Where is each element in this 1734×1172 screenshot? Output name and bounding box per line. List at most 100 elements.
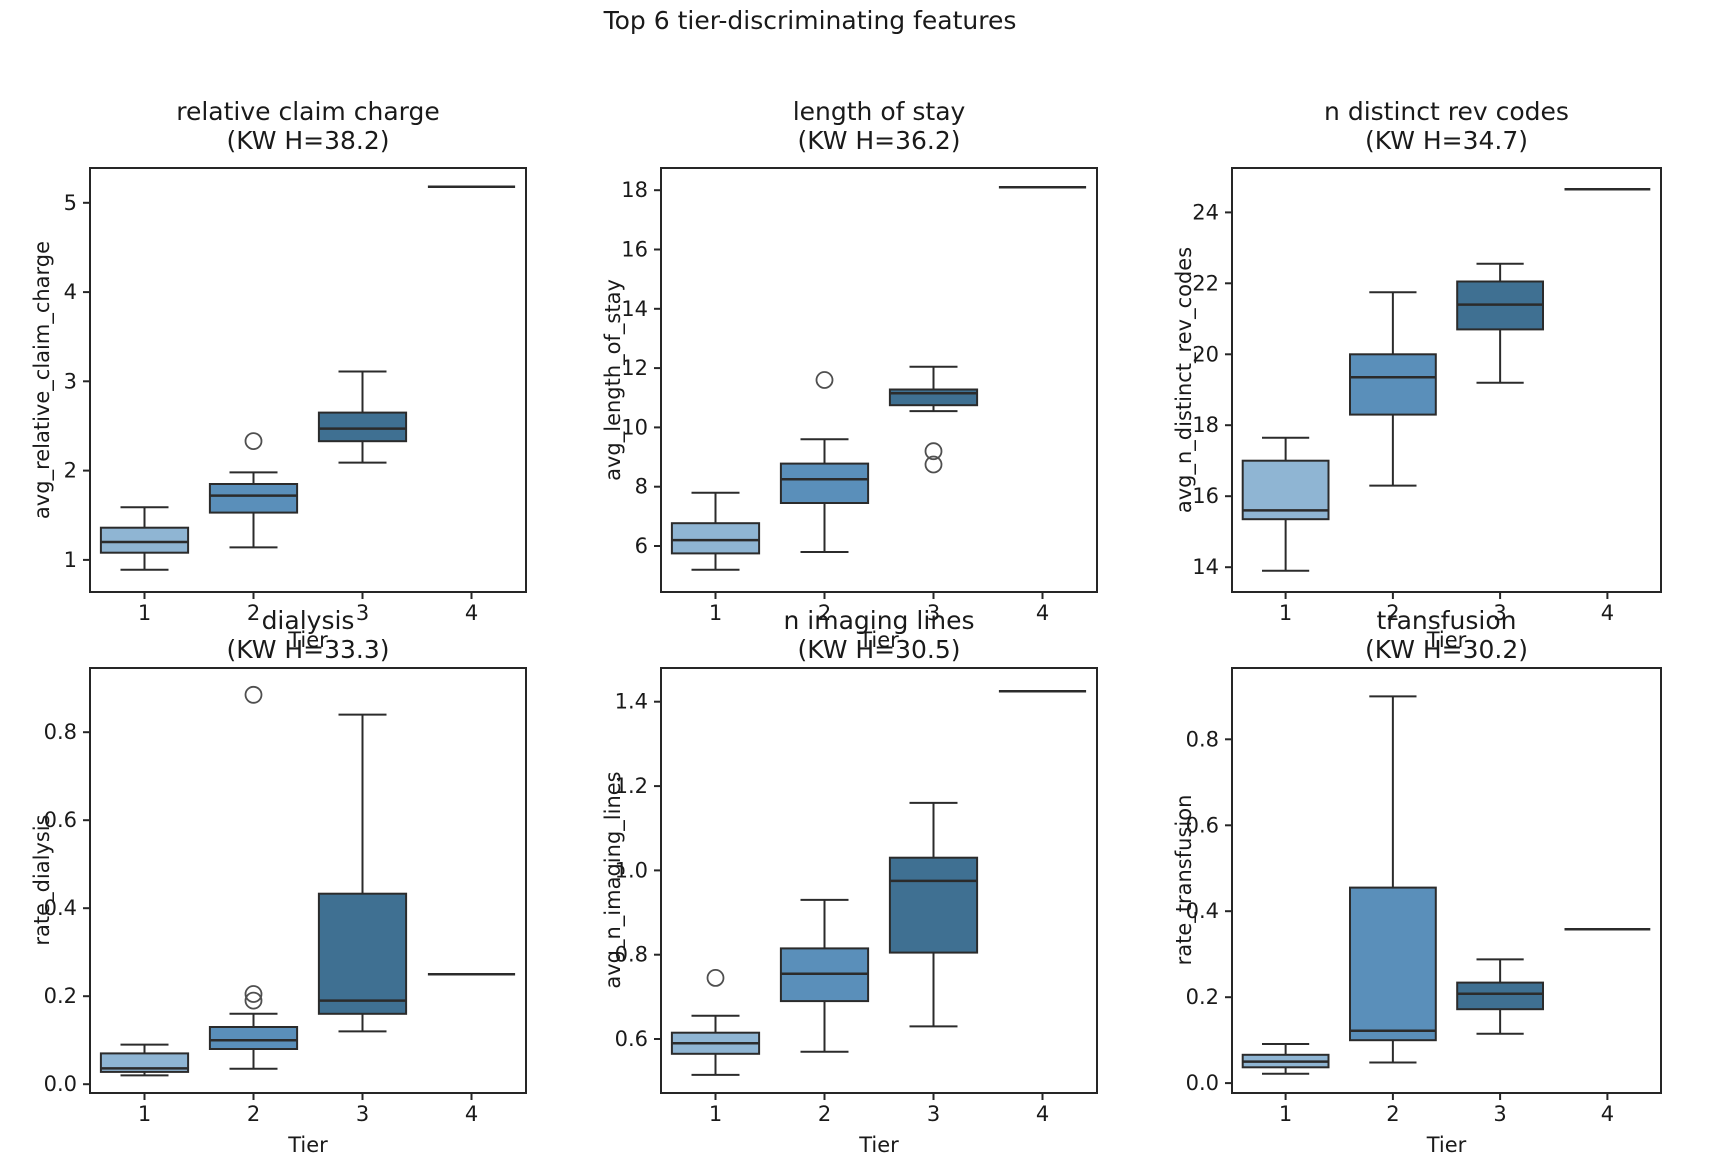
x-axis-label: Tier [1426, 628, 1467, 652]
box [888, 388, 979, 407]
box [1349, 886, 1437, 1042]
x-tick-label: 1 [1279, 1102, 1292, 1126]
x-tick-label: 1 [709, 601, 722, 625]
figure-title: Top 6 tier-discriminating features [603, 6, 1017, 35]
subplot-title-block: transfusion (KW H=30.2) [1232, 606, 1661, 664]
x-tick-label: 2 [818, 601, 831, 625]
x-tick-label: 4 [1036, 601, 1049, 625]
y-tick-label: 14 [621, 297, 648, 321]
y-tick-label: 0.6 [44, 808, 77, 832]
y-tick-label: 6 [635, 534, 648, 558]
subplot-subtitle: (KW H=33.3) [226, 635, 390, 664]
outlier-point [244, 685, 263, 704]
subplot-title: n imaging lines [783, 606, 975, 635]
box [779, 462, 870, 505]
axes-frame [660, 167, 1098, 593]
y-axis-label: rate_dialysis [30, 814, 54, 946]
box [888, 856, 979, 954]
outlier-point [244, 985, 263, 1003]
y-tick-label: 0.8 [44, 720, 77, 744]
y-tick-label: 2 [64, 459, 77, 483]
x-tick-label: 2 [1386, 1102, 1399, 1126]
y-tick-label: 0.6 [615, 1027, 648, 1051]
box [208, 1026, 299, 1050]
box [670, 522, 761, 555]
axes-n-imaging-lines: 0.6 0.8 1.0 1.2 1.4 1 2 3 4 [615, 667, 1098, 1126]
y-tick-label: 18 [1192, 413, 1219, 437]
outlier-point [924, 442, 943, 461]
subplot-title-block: n distinct rev codes (KW H=34.7) [1232, 97, 1661, 155]
box [1456, 981, 1544, 1011]
y-tick-label: 0.4 [44, 896, 77, 920]
outlier-point [244, 432, 263, 451]
subplot-subtitle: (KW H=38.2) [226, 126, 390, 155]
subplot-subtitle: (KW H=34.7) [1364, 126, 1529, 155]
y-tick-label: 1.2 [615, 774, 648, 798]
axes-frame [89, 167, 527, 593]
x-tick-label: 4 [465, 601, 478, 625]
y-tick-label: 20 [1192, 342, 1219, 366]
subplot-title: relative claim charge [176, 97, 440, 126]
x-tick-label: 1 [138, 1102, 151, 1126]
axes-frame [1231, 667, 1662, 1094]
subplot-title-block: relative claim charge (KW H=38.2) [90, 97, 526, 155]
axes-n-distinct-rev-codes: 14 16 18 20 22 24 1 2 3 4 [1192, 167, 1662, 625]
y-tick-label: 5 [64, 191, 77, 215]
subplot-title-block: n imaging lines (KW H=30.5) [661, 606, 1097, 664]
subplot-subtitle: (KW H=30.5) [797, 635, 961, 664]
box [208, 483, 299, 514]
x-tick-label: 3 [356, 1102, 369, 1126]
subplot-title-block: length of stay (KW H=36.2) [661, 97, 1097, 155]
x-axis-label: Tier [288, 628, 328, 652]
y-tick-label: 12 [621, 356, 648, 380]
x-tick-label: 3 [1493, 601, 1506, 625]
subplot-title: length of stay [792, 97, 966, 126]
x-tick-label: 4 [1601, 1102, 1614, 1126]
x-tick-label: 1 [138, 601, 151, 625]
box [317, 411, 408, 443]
outlier-point [244, 991, 263, 1010]
y-tick-label: 18 [621, 178, 648, 202]
y-tick-label: 0.0 [44, 1072, 77, 1096]
x-tick-label: 4 [1601, 601, 1614, 625]
axes-frame [89, 667, 527, 1094]
outlier-point [706, 968, 725, 987]
y-tick-label: 10 [621, 415, 648, 439]
y-tick-label: 22 [1192, 271, 1219, 295]
y-tick-label: 0.0 [1186, 1071, 1219, 1095]
y-tick-label: 1.4 [615, 690, 648, 714]
axes-frame [1231, 167, 1662, 593]
x-axis-label: Tier [288, 1133, 328, 1157]
box [1349, 353, 1437, 416]
y-tick-label: 1 [64, 548, 77, 572]
x-tick-label: 3 [1493, 1102, 1506, 1126]
box [317, 892, 408, 1015]
axes-frame [660, 667, 1098, 1094]
x-tick-label: 3 [927, 601, 940, 625]
subplot-title: dialysis [261, 606, 355, 635]
axes-transfusion: 0.0 0.2 0.4 0.6 0.8 1 2 3 4 [1186, 667, 1662, 1126]
axes-dialysis: 0.0 0.2 0.4 0.6 0.8 1 2 3 4 [44, 667, 527, 1126]
y-tick-label: 0.4 [1186, 899, 1219, 923]
subplot-subtitle: (KW H=30.2) [1364, 635, 1529, 664]
y-tick-label: 0.2 [44, 984, 77, 1008]
x-tick-label: 2 [1386, 601, 1399, 625]
x-tick-label: 1 [1279, 601, 1292, 625]
axes-relative-claim-charge: 1 2 3 4 5 1 2 3 4 [64, 167, 527, 625]
x-axis-label: Tier [859, 1133, 899, 1157]
y-tick-label: 0.2 [1186, 985, 1219, 1009]
y-tick-label: 16 [621, 238, 648, 262]
y-tick-label: 3 [64, 369, 77, 393]
y-tick-label: 8 [635, 475, 648, 499]
x-tick-label: 2 [818, 1102, 831, 1126]
y-tick-label: 0.6 [1186, 813, 1219, 837]
x-axis-label: Tier [859, 628, 899, 652]
subplot-title: transfusion [1376, 606, 1517, 635]
x-tick-label: 2 [247, 1102, 260, 1126]
y-axis-label: avg_relative_claim_charge [30, 240, 54, 520]
x-tick-label: 2 [247, 601, 260, 625]
outlier-point [924, 455, 943, 474]
x-tick-label: 3 [356, 601, 369, 625]
